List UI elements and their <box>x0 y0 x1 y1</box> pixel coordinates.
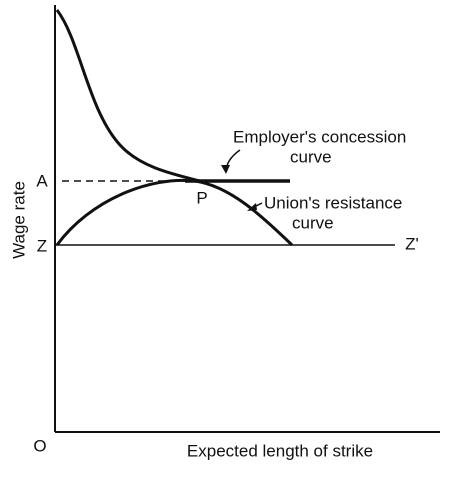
curve-label: Employer's concession <box>233 127 406 146</box>
x-axis-label: Expected length of strike <box>187 441 373 460</box>
point-label: Z <box>37 236 47 255</box>
employer-arrowhead <box>221 165 230 174</box>
point-label: P <box>196 188 207 207</box>
curve-label: Union's resistance <box>264 193 402 212</box>
point-label: Z' <box>405 234 419 253</box>
curve-label: curve <box>292 213 334 232</box>
union-curve <box>55 178 294 247</box>
origin-label: O <box>33 436 46 455</box>
y-axis-label: Wage rate <box>9 181 28 259</box>
curve-label: curve <box>290 147 332 166</box>
employer-curve <box>55 9 201 183</box>
point-label: A <box>36 171 48 190</box>
union-arrowhead <box>247 203 257 211</box>
